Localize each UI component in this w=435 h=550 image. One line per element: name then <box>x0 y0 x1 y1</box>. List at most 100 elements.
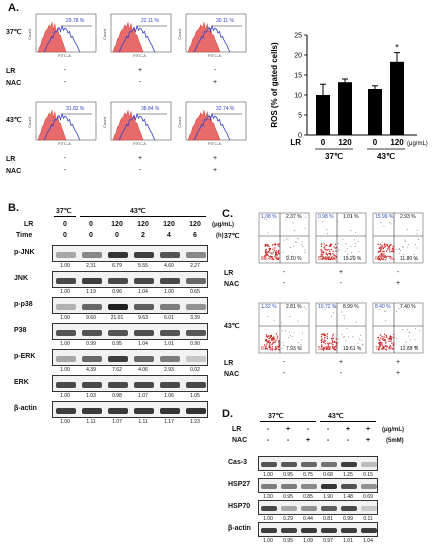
blot-label: P38 <box>14 327 27 334</box>
protein-band <box>321 483 337 489</box>
density-value: 1.07 <box>112 419 122 425</box>
protein-band <box>261 505 277 511</box>
cell-dot <box>388 247 391 249</box>
cell-dot <box>383 256 385 258</box>
panel-b-label: B. <box>8 202 19 214</box>
cell-dot <box>329 250 331 253</box>
x-axis-label: FITC-A <box>58 53 71 58</box>
time-value: 6 <box>193 232 197 239</box>
cell-dot <box>305 308 307 310</box>
cell-dot <box>341 311 343 313</box>
cell-dot <box>277 251 279 253</box>
cell-dot <box>285 330 287 332</box>
cell-dot <box>274 247 276 249</box>
flow-histogram <box>185 101 247 141</box>
protein-band <box>108 251 128 258</box>
density-value: 1.17 <box>164 419 174 425</box>
cell-dot <box>287 238 289 240</box>
cell-dot <box>264 344 266 346</box>
cell-dot <box>321 338 323 340</box>
cell-dot <box>330 342 332 345</box>
cell-dot <box>387 247 390 249</box>
cell-dot <box>386 345 388 348</box>
cell-dot <box>330 316 332 318</box>
nac-sign: + <box>395 370 401 377</box>
blot-label: ERK <box>14 379 29 386</box>
cell-dot <box>270 255 272 258</box>
lr-sign: - <box>282 269 286 276</box>
cell-dot <box>278 345 281 347</box>
cell-dot <box>358 251 360 253</box>
cell-dot <box>354 242 356 244</box>
blot-label: β-actin <box>228 525 251 532</box>
cell-dot <box>275 339 277 341</box>
density-value: 0.99 <box>343 516 353 522</box>
cell-dot <box>413 253 415 255</box>
cell-dot <box>345 243 347 245</box>
quadrant-ll: 69.27 % <box>375 256 394 262</box>
protein-band <box>186 355 206 362</box>
cell-dot <box>337 342 339 344</box>
cell-dot <box>275 250 278 252</box>
protein-band <box>261 483 277 489</box>
cell-dot <box>333 348 336 350</box>
flow-histogram <box>185 13 247 53</box>
row-temp-label: 37℃ <box>6 29 22 36</box>
cell-dot <box>395 248 397 250</box>
ros-bar-chart: 0 5 10 15 20 25 ROS (% of gated cells) 0 120 0 120… <box>270 33 428 162</box>
quadrant-ul: 1.08 % <box>261 214 277 220</box>
cell-dot <box>383 253 385 255</box>
density-value: 0.15 <box>363 472 373 478</box>
cell-dot <box>265 345 267 347</box>
cell-dot <box>304 249 306 251</box>
density-value: 1.00 <box>60 263 70 269</box>
cell-dot <box>414 244 416 246</box>
nac-sign: - <box>266 437 270 444</box>
cell-dot <box>391 342 393 344</box>
cell-dot <box>378 347 380 349</box>
cell-dot <box>335 338 337 340</box>
nac-label: NAC <box>224 371 240 378</box>
lr-sign: + <box>338 269 344 276</box>
cell-dot <box>379 254 381 256</box>
nac-sign: + <box>395 280 401 287</box>
density-value: 2.27 <box>190 263 200 269</box>
cell-dot <box>275 257 278 259</box>
protein-band <box>281 461 297 467</box>
x-axis-label: FITC-A <box>58 141 71 146</box>
density-value: 1.11 <box>86 419 96 425</box>
cell-dot <box>350 346 351 348</box>
cell-dot <box>406 246 408 248</box>
lr-label: LR <box>6 156 16 163</box>
cell-dot <box>276 337 278 339</box>
temp-line <box>54 216 76 217</box>
blot-strip <box>258 478 378 493</box>
cell-dot <box>335 256 338 258</box>
density-value: 4.60 <box>164 263 174 269</box>
cell-dot <box>322 349 325 351</box>
cell-dot <box>351 215 352 217</box>
cell-dot <box>265 340 268 342</box>
cell-dot <box>332 340 334 343</box>
lr-sign: + <box>395 359 401 366</box>
cell-dot <box>265 253 267 255</box>
cell-dot <box>323 333 326 335</box>
protein-band <box>341 483 357 489</box>
cell-dot <box>383 339 385 341</box>
density-value: 0.95 <box>283 472 293 478</box>
cell-dot <box>325 347 328 349</box>
cell-dot <box>392 348 394 350</box>
density-value: 1.90 <box>323 494 333 500</box>
x-tick-label: 0 <box>373 138 378 147</box>
cell-dot <box>274 256 276 258</box>
cell-dot <box>281 348 283 349</box>
cell-dot <box>332 253 334 255</box>
cell-dot <box>267 316 269 317</box>
cell-dot <box>278 341 280 343</box>
cell-dot <box>327 346 329 348</box>
cell-dot <box>268 337 270 340</box>
cell-dot <box>330 248 332 251</box>
cell-dot <box>322 340 324 343</box>
cell-dot <box>292 255 293 257</box>
cell-dot <box>270 349 272 351</box>
